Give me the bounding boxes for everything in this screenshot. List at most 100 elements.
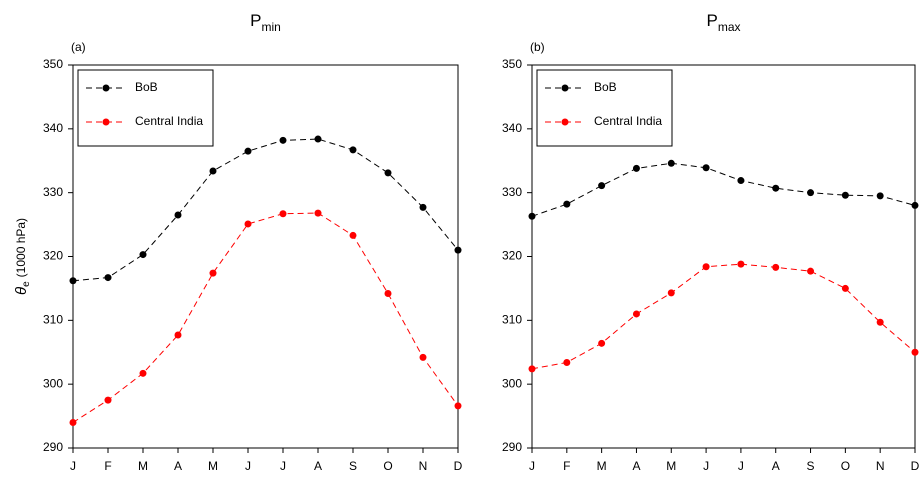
legend-label: BoB [135, 80, 158, 94]
data-point [737, 177, 745, 185]
data-point [528, 212, 536, 220]
data-point [209, 269, 217, 277]
title-main: P [706, 11, 717, 30]
series-line [72, 138, 459, 282]
data-point [911, 201, 919, 209]
data-point [528, 365, 536, 373]
data-point [807, 267, 815, 275]
data-point [384, 169, 392, 177]
legend-marker [102, 84, 110, 92]
data-point [876, 318, 884, 326]
data-point [244, 220, 252, 228]
panel-label: (a) [71, 40, 86, 54]
data-point [139, 369, 147, 377]
x-tick-label: F [104, 459, 111, 473]
x-tick-label: J [70, 459, 76, 473]
legend-marker [561, 118, 569, 126]
series-line [531, 263, 916, 370]
x-tick-label: J [245, 459, 251, 473]
x-tick-label: M [597, 459, 607, 473]
x-tick-label: D [911, 459, 920, 473]
data-point [667, 289, 675, 297]
y-label-text: (1000 hPa) [14, 218, 28, 277]
data-point [563, 200, 571, 208]
data-point [632, 310, 640, 318]
x-tick-label: J [703, 459, 709, 473]
data-point [911, 348, 919, 356]
x-tick-label: M [208, 459, 218, 473]
x-tick-label: M [138, 459, 148, 473]
data-point [314, 209, 322, 217]
data-point [419, 203, 427, 211]
data-point [876, 192, 884, 200]
y-tick-label: 350 [43, 57, 63, 71]
y-tick-label: 340 [502, 121, 522, 135]
data-point [279, 210, 287, 218]
x-tick-label: S [807, 459, 815, 473]
x-tick-label: O [383, 459, 392, 473]
data-point [69, 418, 77, 426]
data-point [702, 263, 710, 271]
data-point [209, 167, 217, 175]
title-subscript: max [718, 20, 741, 34]
data-point [598, 182, 606, 190]
y-label-subscript: e [21, 281, 32, 287]
y-tick-label: 290 [43, 440, 63, 454]
chart-title: Pmin [250, 11, 281, 34]
data-point [104, 274, 112, 282]
legend-label: Central India [594, 114, 662, 128]
data-point [563, 358, 571, 366]
y-axis-label: θe (1000 hPa) [13, 218, 32, 295]
data-point [174, 331, 182, 339]
chart-title: Pmax [706, 11, 740, 34]
y-tick-label: 320 [43, 249, 63, 263]
x-tick-label: N [876, 459, 885, 473]
data-point [598, 339, 606, 347]
x-tick-label: A [174, 459, 182, 473]
x-tick-label: O [841, 459, 850, 473]
data-point [104, 396, 112, 404]
y-tick-label: 300 [43, 376, 63, 390]
y-tick-label: 320 [502, 249, 522, 263]
legend-box [536, 69, 673, 147]
data-point [349, 146, 357, 154]
legend-label: Central India [135, 114, 203, 128]
panel-label: (b) [530, 40, 545, 54]
data-point [174, 211, 182, 219]
y-tick-label: 290 [502, 440, 522, 454]
x-tick-label: J [280, 459, 286, 473]
y-tick-label: 330 [502, 185, 522, 199]
data-point [454, 402, 462, 410]
data-point [772, 263, 780, 271]
title-subscript: min [262, 20, 281, 34]
legend-marker [102, 118, 110, 126]
data-point [279, 136, 287, 144]
series-line [531, 162, 916, 217]
y-tick-label: 330 [43, 185, 63, 199]
y-tick-label: 350 [502, 57, 522, 71]
data-point [349, 231, 357, 239]
x-tick-label: S [349, 459, 357, 473]
y-tick-label: 310 [502, 313, 522, 327]
data-point [841, 191, 849, 199]
x-tick-label: A [772, 459, 780, 473]
data-point [314, 135, 322, 143]
data-point [384, 290, 392, 298]
data-point [454, 246, 462, 254]
data-point [632, 164, 640, 172]
legend-marker [561, 84, 569, 92]
data-point [737, 260, 745, 268]
data-point [667, 159, 675, 167]
x-tick-label: A [314, 459, 322, 473]
data-point [702, 164, 710, 172]
y-tick-label: 310 [43, 313, 63, 327]
data-point [772, 184, 780, 192]
y-tick-label: 340 [43, 121, 63, 135]
x-tick-label: N [419, 459, 428, 473]
y-tick-label: 300 [502, 376, 522, 390]
data-point [807, 189, 815, 197]
legend-box [77, 69, 214, 147]
data-point [841, 284, 849, 292]
title-main: P [250, 11, 261, 30]
